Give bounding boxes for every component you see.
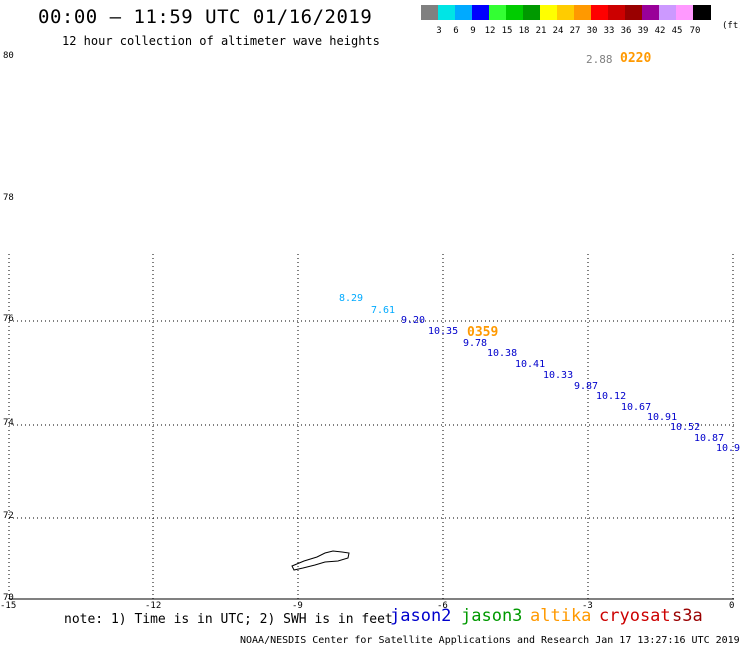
scale-swatch xyxy=(608,5,625,20)
footer-note: note: 1) Time is in UTC; 2) SWH is in fe… xyxy=(64,612,393,627)
latitude-label: 80 xyxy=(3,51,14,61)
scale-swatch xyxy=(557,5,574,20)
scale-label: 9 xyxy=(470,26,476,36)
wave-height-label: 10.38 xyxy=(487,348,518,359)
scale-label: 15 xyxy=(501,26,513,36)
island-outline xyxy=(291,550,350,571)
scale-label: 36 xyxy=(620,26,632,36)
scale-swatch xyxy=(438,5,455,20)
longitude-label: -3 xyxy=(582,601,593,611)
page-subtitle: 12 hour collection of altimeter wave hei… xyxy=(62,34,380,48)
wave-height-label: 10.91 xyxy=(647,412,678,423)
scale-label: 30 xyxy=(586,26,598,36)
scale-label: 6 xyxy=(453,26,459,36)
scale-label: 33 xyxy=(603,26,615,36)
scale-label: 27 xyxy=(569,26,581,36)
scale-swatch xyxy=(574,5,591,20)
scale-swatch xyxy=(540,5,557,20)
latitude-label: 72 xyxy=(3,511,14,521)
scale-swatch xyxy=(591,5,608,20)
longitude-label: -9 xyxy=(292,601,303,611)
wave-height-label: 10.87 xyxy=(694,433,725,444)
wave-height-label: 10.9 xyxy=(716,443,740,454)
scale-swatch xyxy=(693,5,711,20)
wave-height-label: 10.52 xyxy=(670,422,701,433)
scale-label: 45 xyxy=(671,26,683,36)
scale-label: 42 xyxy=(654,26,666,36)
scale-swatch xyxy=(523,5,540,20)
scale-swatch xyxy=(625,5,642,20)
longitude-label: -6 xyxy=(437,601,448,611)
pass-time-label: 0359 xyxy=(467,325,499,340)
pass-time-label: 0220 xyxy=(620,51,652,66)
scale-label: 70 xyxy=(689,26,701,36)
wave-height-label: 8.29 xyxy=(339,293,364,304)
scale-swatch xyxy=(472,5,489,20)
scale-label: 39 xyxy=(637,26,649,36)
latitude-label: 70 xyxy=(3,593,14,603)
scale-swatch xyxy=(642,5,659,20)
scale-swatch xyxy=(421,5,438,20)
scale-swatch xyxy=(455,5,472,20)
satellite-legend-altika: altika xyxy=(530,606,592,626)
page-title: 00:00 – 11:59 UTC 01/16/2019 xyxy=(38,6,373,28)
wave-height-label: 10.41 xyxy=(515,359,546,370)
scale-label: 21 xyxy=(535,26,547,36)
wave-height-label: 10.33 xyxy=(543,370,574,381)
scale-swatch xyxy=(676,5,693,20)
latitude-label: 78 xyxy=(3,193,14,203)
scale-unit-label: (ft) xyxy=(722,21,740,31)
scale-label: 24 xyxy=(552,26,564,36)
wave-height-label: 9.78 xyxy=(463,338,488,349)
scale-label: 18 xyxy=(518,26,530,36)
wave-height-label: 9.20 xyxy=(401,315,426,326)
satellite-legend-jason2: jason2 xyxy=(390,606,452,626)
satellite-legend-s3a: s3a xyxy=(672,606,703,626)
longitude-label: -12 xyxy=(145,601,162,611)
wave-height-label: 7.61 xyxy=(371,305,396,316)
scale-swatch xyxy=(659,5,676,20)
wave-height-label: 10.35 xyxy=(428,326,459,337)
wave-height-label: 10.67 xyxy=(621,402,652,413)
wave-height-label: 9.87 xyxy=(574,381,599,392)
wave-height-label: 10.12 xyxy=(596,391,627,402)
satellite-legend-cryosat: cryosat xyxy=(599,606,671,626)
longitude-label: -15 xyxy=(0,601,17,611)
satellite-legend-jason3: jason3 xyxy=(461,606,523,626)
scale-swatch xyxy=(489,5,506,20)
scale-label: 12 xyxy=(484,26,496,36)
longitude-label: 0 xyxy=(729,601,735,611)
footer-credit: NOAA/NESDIS Center for Satellite Applica… xyxy=(240,635,740,646)
scale-swatch xyxy=(506,5,523,20)
latitude-label: 76 xyxy=(3,314,14,324)
wave-height-label: 2.88 xyxy=(586,53,613,66)
scale-label: 3 xyxy=(436,26,442,36)
latitude-label: 74 xyxy=(3,418,14,428)
